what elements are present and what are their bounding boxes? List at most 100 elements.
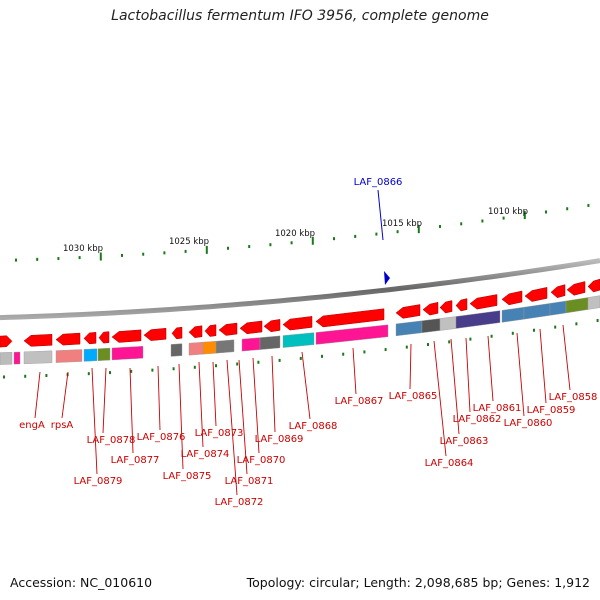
leader-line [198,361,204,448]
highlight-pointer [384,271,390,285]
leader-line [178,363,184,470]
gene-arrow [204,324,217,337]
gene-arrow [143,327,167,341]
leader-line [487,335,494,402]
cog-bar [23,350,53,365]
gene-label: LAF_0869 [255,434,304,445]
cog-bar [523,303,551,320]
map-title: Lactobacillus fermentum IFO 3956, comple… [111,8,489,24]
leader-line [238,359,248,475]
leader-line [212,361,217,427]
gene-label: LAF_0865 [389,391,438,402]
gene-arrow [439,300,453,314]
leader-line [465,337,471,413]
cog-bar [282,332,315,348]
leader-line [516,332,525,417]
cog-bar [188,341,204,356]
cog-bar [421,318,441,333]
cog-bar [439,316,457,331]
leader-line [301,351,311,420]
leader-line [226,359,238,496]
leader-line [157,365,161,431]
gene-arrow [587,278,600,293]
gene-arrow [98,331,110,344]
scale-tick-label: 1010 kbp [488,207,528,217]
cog-color-bars [0,295,600,379]
gene-label: engA [19,420,45,431]
scale-tick-label: 1025 kbp [169,237,209,247]
gene-label: LAF_0878 [87,435,136,446]
gene-label: LAF_0877 [111,455,160,466]
gene-arrows [0,278,600,348]
gene-arrow [0,335,13,348]
gene-label: LAF_0876 [137,432,186,443]
gene-label: LAF_0858 [549,392,598,403]
gene-arrow [395,304,421,319]
gene-arrow [282,316,313,331]
leader-line [562,324,571,391]
gene-arrow [315,308,385,328]
cog-bar [587,295,600,310]
gene-label: LAF_0863 [440,436,489,447]
gene-label: LAF_0870 [237,455,286,466]
scale-tick-labels: 1030 kbp 1025 kbp 1020 kbp 1015 kbp 1010 kbp [63,207,528,254]
highlight-label: LAF_0866 [354,177,403,188]
scale-tick-label: 1030 kbp [63,244,103,254]
cog-bar [83,348,98,362]
cog-bar [315,324,389,345]
gene-label: LAF_0859 [527,405,576,416]
leader-line [271,355,276,433]
gene-label: LAF_0867 [335,396,384,407]
cog-bar [259,335,281,350]
gene-arrow [55,332,81,346]
highlight-marker: LAF_0866 [354,177,403,285]
gene-arrow [188,325,203,338]
gene-label: LAF_0860 [504,418,553,429]
cog-bar [501,306,525,323]
gene-label: LAF_0875 [163,471,212,482]
cog-bar [565,297,589,314]
gene-arrow [83,332,97,345]
cog-bar [170,343,183,357]
cog-bar [0,352,13,365]
gene-label: LAF_0861 [473,403,522,414]
gene-arrow [422,301,439,316]
leader-line [539,328,547,404]
gene-label: LAF_0868 [289,421,338,432]
gene-label: LAF_0874 [181,449,230,460]
highlight-leader [377,189,384,241]
accession-text: Accession: NC_010610 [10,575,153,590]
backbone-line [0,258,600,321]
gene-arrow [23,334,53,347]
gene-arrow [455,298,468,312]
gene-label: LAF_0872 [215,497,264,508]
cog-bar [13,351,21,365]
leader-line [409,343,412,390]
leader-line [352,347,357,395]
cog-bar [241,337,261,352]
gene-label: LAF_0862 [453,414,502,425]
gene-arrow [111,329,142,343]
gene-arrow [171,326,183,340]
gene-arrow [218,322,238,336]
leader-line [34,371,41,419]
gene-leader-lines [34,324,571,496]
genome-summary: Topology: circular; Length: 2,098,685 bp… [246,575,590,590]
backbone [0,258,600,321]
gene-label: LAF_0873 [195,428,244,439]
gene-arrow [501,290,523,306]
scale-ticks [15,203,590,262]
gene-label: LAF_0871 [225,476,274,487]
leader-line [450,338,460,435]
cog-bar [395,320,423,337]
cog-bar [215,339,235,354]
gene-arrow [469,294,498,310]
gene-label: LAF_0879 [74,476,123,487]
scale-tick-label: 1015 kbp [382,219,422,229]
gene-arrow [524,287,548,302]
gene-arrow [566,281,586,296]
cog-bar [97,347,111,361]
leader-line [102,367,107,434]
cog-bar [55,349,83,363]
gene-arrow [239,320,263,335]
